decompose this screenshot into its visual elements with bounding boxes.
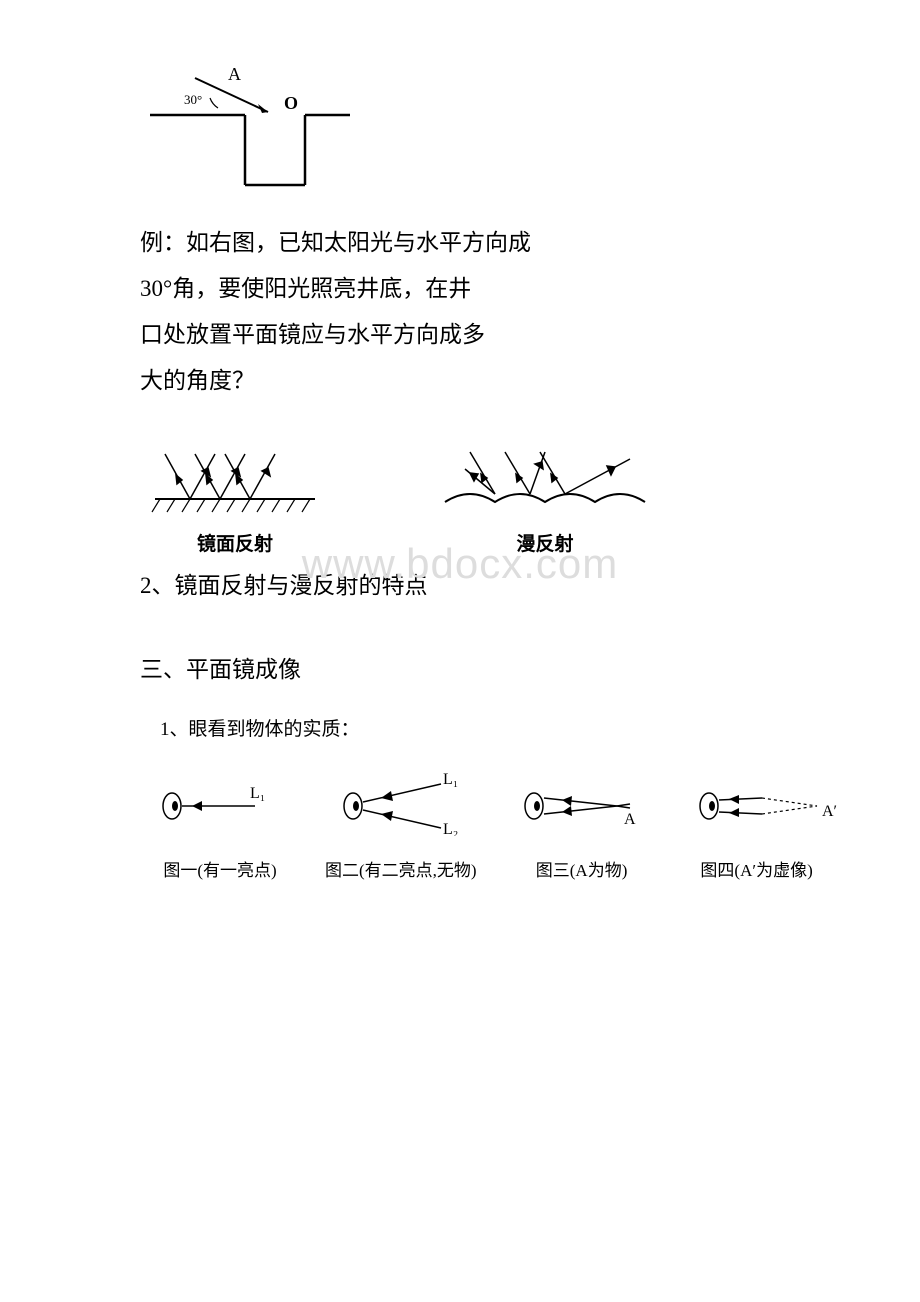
- example-text-block: 例：如右图，已知太阳光与水平方向成 30°角，要使阳光照亮井底，在井 口处放置平…: [140, 220, 800, 404]
- eye-fig1-diagram: L₁: [150, 766, 290, 836]
- label-l2-fig2: L₂: [443, 821, 458, 836]
- eye-fig4-diagram: A′: [687, 766, 827, 836]
- label-o: O: [284, 93, 298, 113]
- eye-diagrams-row: L₁ 图一(有一亮点) L₁ L₂ 图二(有二亮点,无: [150, 766, 800, 881]
- label-a-fig3: A: [624, 811, 636, 828]
- section-3-sub: 1、眼看到物体的实质：: [160, 714, 800, 741]
- label-l1-fig1: L₁: [250, 785, 265, 802]
- eye-fig4-group: A′ 图四(A′为虚像): [687, 766, 827, 881]
- eye-fig2-group: L₁ L₂ 图二(有二亮点,无物): [325, 766, 477, 881]
- watermark: www.bdocx.com: [302, 540, 618, 588]
- page-content: A 30° O 例：如右图，已知太阳光与水平方向成 30°角，要使阳光照亮井底，…: [120, 60, 800, 881]
- eye-fig4-caption: 图四(A′为虚像): [700, 856, 812, 881]
- eye-fig2-diagram: L₁ L₂: [331, 766, 471, 836]
- eye-fig1-caption: 图一(有一亮点): [163, 856, 276, 881]
- mirror-reflection-caption: 镜面反射: [197, 529, 273, 556]
- mirror-reflection-diagram: [140, 444, 330, 524]
- example-line-3: 口处放置平面镜应与水平方向成多: [140, 312, 800, 358]
- eye-fig3-group: A 图三(A为物): [512, 766, 652, 881]
- label-30: 30°: [184, 92, 202, 107]
- well-diagram: A 30° O: [140, 60, 360, 190]
- example-line-2: 30°角，要使阳光照亮井底，在井: [140, 266, 800, 312]
- eye-fig3-caption: 图三(A为物): [536, 856, 628, 881]
- eye-fig1-group: L₁ 图一(有一亮点): [150, 766, 290, 881]
- section-3-header: 三、平面镜成像: [140, 650, 800, 684]
- example-line-4: 大的角度？: [140, 358, 800, 404]
- eye-fig2-caption: 图二(有二亮点,无物): [325, 856, 477, 881]
- label-aprime-fig4: A′: [822, 803, 837, 820]
- example-line-1: 例：如右图，已知太阳光与水平方向成: [140, 220, 800, 266]
- eye-fig3-diagram: A: [512, 766, 652, 836]
- diffuse-reflection-diagram: [430, 444, 660, 524]
- label-a: A: [228, 64, 241, 84]
- label-l1-fig2: L₁: [443, 771, 458, 788]
